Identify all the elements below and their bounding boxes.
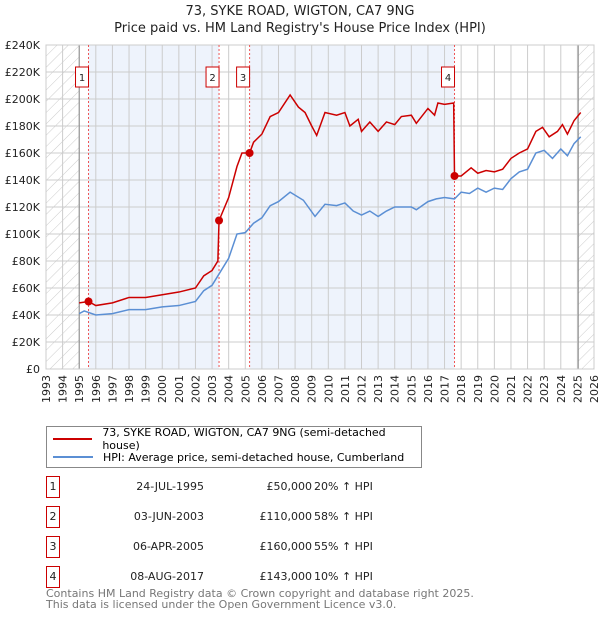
x-tick-label: 2002 [189, 375, 202, 403]
y-tick-label: £220K [5, 66, 41, 79]
x-tick-label: 2000 [156, 375, 169, 403]
sale-number-badge: 2 [46, 506, 60, 528]
sale-label-box [205, 66, 220, 88]
sale-label: 3 [240, 73, 246, 84]
sale-number-badge: 3 [46, 536, 60, 558]
sale-date: 08-AUG-2017 [130, 570, 204, 583]
sale-point [450, 171, 459, 180]
y-tick-label: £120K [5, 201, 41, 214]
transaction-row: 4 08-AUG-2017 £143,000 10% ↑ HPI [46, 566, 426, 588]
hpi-change: 10% ↑ HPI [314, 570, 373, 583]
legend: 73, SYKE ROAD, WIGTON, CA7 9NG (semi-det… [46, 426, 422, 468]
x-tick-label: 1998 [123, 375, 136, 403]
transaction-row: 3 06-APR-2005 £160,000 55% ↑ HPI [46, 536, 426, 558]
x-tick-label: 1999 [140, 375, 153, 403]
x-tick-label: 2019 [472, 375, 485, 403]
x-tick-label: 2009 [306, 375, 319, 403]
x-tick-label: 2023 [538, 375, 551, 403]
x-tick-label: 1995 [73, 375, 86, 403]
price-chart: £0 £20K £40K £60K £80K £100K £120K £140K £160K £1… [5, 39, 600, 403]
transaction-row: 2 03-JUN-2003 £110,000 58% ↑ HPI [46, 506, 426, 528]
y-tick-label: £60K [12, 282, 41, 295]
red-line-swatch [53, 438, 93, 440]
sale-label: 2 [209, 73, 215, 84]
sale-date: 24-JUL-1995 [136, 480, 204, 493]
y-tick-label: £140K [5, 174, 41, 187]
legend-label: HPI: Average price, semi-detached house,… [103, 450, 405, 464]
hpi-change: 20% ↑ HPI [314, 480, 373, 493]
x-tick-label: 1993 [40, 375, 53, 403]
x-tick-label: 2014 [389, 375, 402, 403]
x-tick-label: 2018 [455, 375, 468, 403]
x-tick-label: 2006 [256, 375, 269, 403]
x-tick-label: 1997 [106, 375, 119, 403]
x-tick-label: 2012 [356, 375, 369, 403]
chart-subtitle: Price paid vs. HM Land Registry's House … [114, 21, 486, 36]
sale-label-box [236, 66, 251, 88]
y-tick-label: £20K [12, 336, 41, 349]
x-tick-label: 1996 [90, 375, 103, 403]
sale-point [245, 149, 254, 157]
x-tick-label: 1994 [57, 375, 70, 403]
x-tick-label: 2024 [555, 375, 568, 403]
x-tick-label: 2013 [372, 375, 385, 403]
y-tick-label: £180K [5, 120, 41, 133]
x-tick-label: 2003 [206, 375, 219, 403]
x-tick-label: 2005 [239, 375, 252, 403]
legend-item-hpi: HPI: Average price, semi-detached house,… [53, 449, 404, 465]
x-tick-label: 2025 [571, 375, 584, 403]
footer: Contains HM Land Registry data © Crown c… [46, 588, 474, 610]
sale-label: 1 [79, 73, 85, 84]
x-tick-label: 2007 [272, 375, 285, 403]
x-tick-label: 2016 [422, 375, 435, 403]
sale-price: £110,000 [259, 510, 313, 523]
y-tick-label: £200K [5, 93, 41, 106]
y-tick-label: £0 [26, 363, 40, 376]
y-tick-label: £100K [5, 228, 41, 241]
transaction-row: 1 24-JUL-1995 £50,000 20% ↑ HPI [46, 476, 426, 498]
x-tick-label: 2001 [173, 375, 186, 403]
sale-label-box [441, 66, 456, 88]
sale-point [84, 297, 93, 306]
x-tick-label: 2010 [322, 375, 335, 403]
legend-item-property: 73, SYKE ROAD, WIGTON, CA7 9NG (semi-det… [53, 426, 421, 452]
sale-price: £160,000 [259, 540, 313, 553]
copyright-text: Contains HM Land Registry data © Crown c… [46, 587, 474, 600]
x-tick-label: 2015 [405, 375, 418, 403]
hpi-line [78, 136, 582, 316]
x-tick-label: 2020 [488, 375, 501, 403]
blue-line-swatch [53, 456, 93, 458]
x-tick-label: 2004 [223, 375, 236, 403]
chart-title: 73, SYKE ROAD, WIGTON, CA7 9NG [185, 4, 415, 19]
property-price-line [79, 93, 582, 307]
sale-label-box [75, 66, 90, 88]
y-tick-label: £80K [12, 255, 41, 268]
plot-frame [45, 44, 595, 370]
hpi-change: 58% ↑ HPI [314, 510, 373, 523]
x-tick-label: 2022 [522, 375, 535, 403]
y-tick-label: £40K [12, 309, 41, 322]
x-tick-label: 2017 [439, 375, 452, 403]
legend-label: 73, SYKE ROAD, WIGTON, CA7 9NG (semi-det… [102, 426, 386, 452]
x-tick-label: 2021 [505, 375, 518, 403]
sale-price: £50,000 [266, 480, 313, 493]
sale-date: 06-APR-2005 [132, 540, 204, 553]
sale-point [215, 216, 224, 225]
sale-number-badge: 4 [46, 566, 60, 588]
x-tick-label: 2008 [289, 375, 302, 403]
licence-text: This data is licensed under the Open Gov… [46, 598, 397, 611]
sale-number-badge: 1 [46, 476, 60, 498]
sale-date: 03-JUN-2003 [133, 510, 204, 523]
x-tick-label: 2026 [588, 375, 600, 403]
y-tick-label: £240K [5, 39, 41, 52]
x-tick-label: 2011 [339, 375, 352, 403]
sale-label: 4 [445, 73, 451, 84]
sale-price: £143,000 [259, 570, 313, 583]
y-tick-label: £160K [5, 147, 41, 160]
hpi-change: 55% ↑ HPI [314, 540, 373, 553]
